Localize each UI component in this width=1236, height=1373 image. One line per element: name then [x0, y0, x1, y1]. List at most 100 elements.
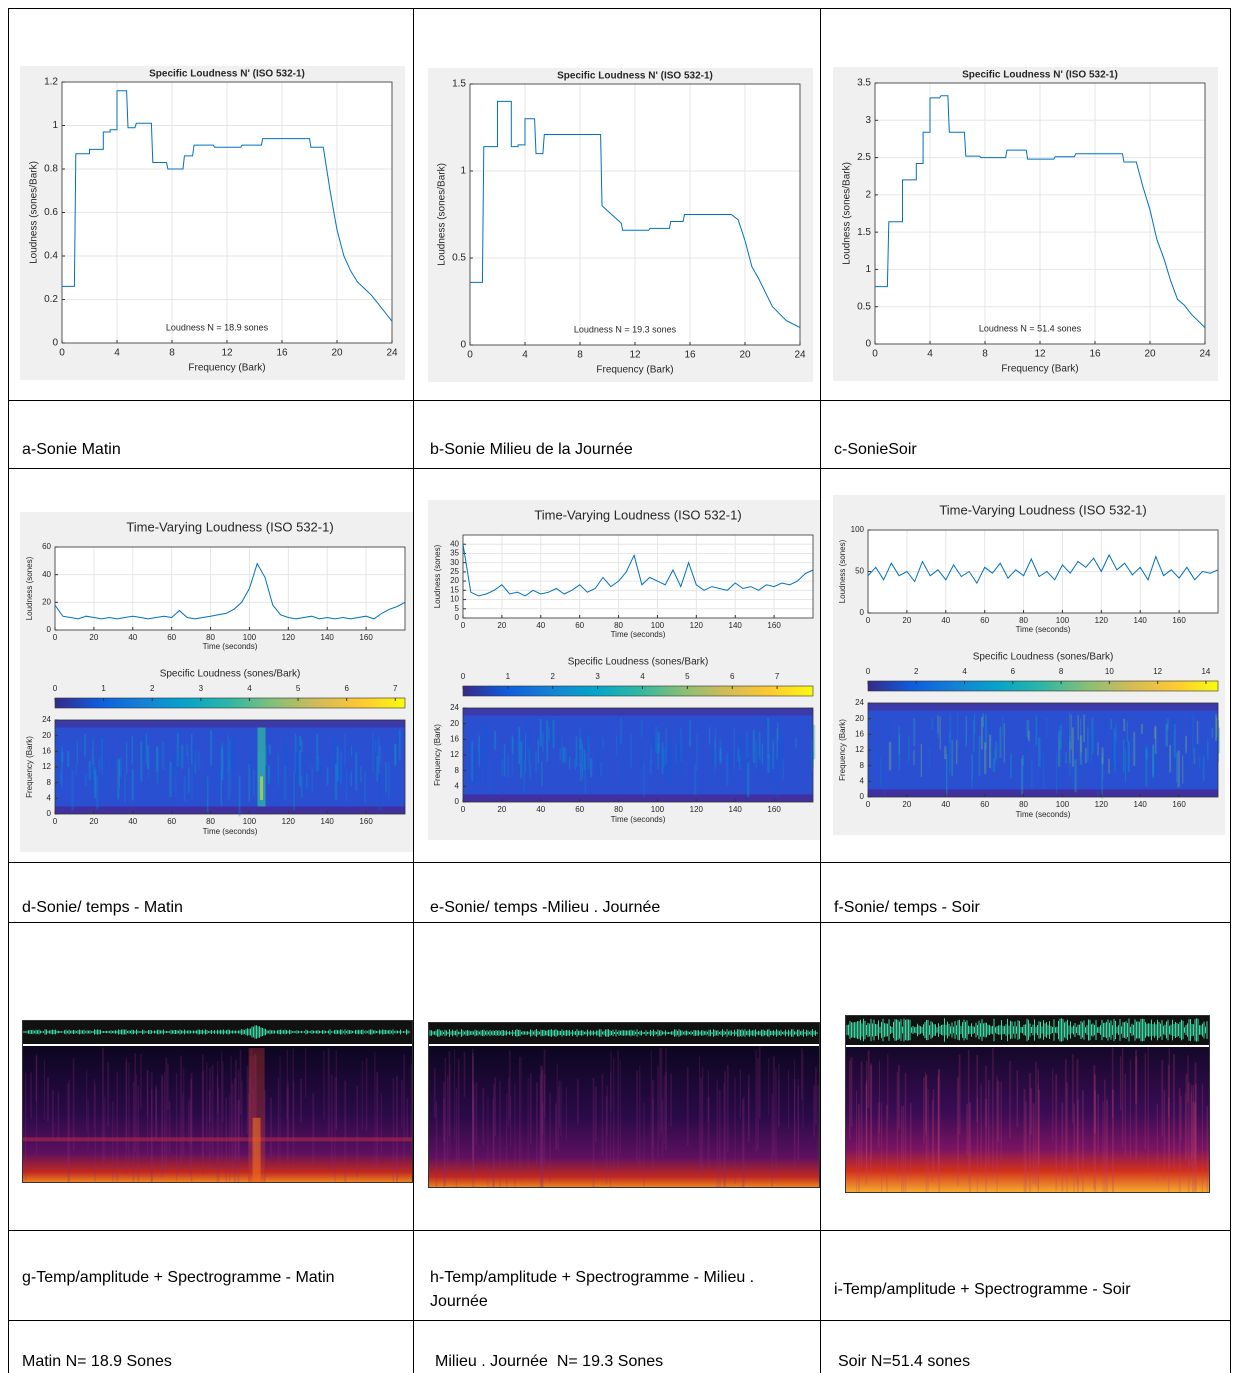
heatmap-streak	[752, 729, 756, 763]
x-tick-label: 40	[536, 621, 545, 630]
heatmap-streak	[181, 744, 184, 769]
heatmap-streak	[1201, 741, 1204, 772]
spectrogram-streak	[797, 1086, 799, 1160]
heatmap-streak	[555, 747, 557, 773]
spectrogram-streak	[1190, 1092, 1192, 1160]
heatmap-streak	[1217, 720, 1220, 763]
heatmap-streak	[640, 744, 642, 771]
spectrogram-streak	[1167, 1096, 1170, 1193]
spectrogram-streak	[650, 1051, 652, 1158]
heatmap-streak	[1132, 741, 1134, 758]
heatmap-streak	[779, 725, 782, 768]
spectrogram-streak	[248, 1076, 251, 1148]
spectrogram-streak	[255, 1054, 257, 1165]
spectrogram-streak	[334, 1076, 336, 1183]
y-tick-label: 50	[855, 567, 864, 576]
spectrogram-streak	[757, 1057, 759, 1150]
heatmap-streak	[118, 760, 121, 788]
heatmap-streak	[1094, 737, 1096, 766]
spectrogram-streak	[610, 1071, 612, 1188]
heatmap-streak	[1189, 714, 1193, 734]
y-tick-label: 1	[460, 166, 466, 177]
heatmap-streak	[619, 718, 623, 745]
heatmap-streak	[1198, 756, 1201, 769]
axes-box	[462, 707, 814, 803]
spectrogram-streak	[312, 1093, 315, 1167]
x-tick-label: 0	[872, 349, 878, 360]
heatmap-streak	[728, 752, 732, 777]
y-tick-label: 0	[860, 792, 865, 801]
x-tick-label: 60	[980, 616, 989, 625]
spectrogram-streak	[222, 1061, 224, 1122]
spectrogram-streak	[293, 1081, 295, 1174]
heatmap-streak	[664, 745, 667, 781]
x-tick-label: 20	[89, 817, 98, 826]
heatmap-streak	[534, 751, 537, 774]
axes-box	[867, 529, 1219, 614]
spectrogram-streak	[87, 1099, 89, 1150]
x-tick-label: 60	[575, 805, 584, 814]
heatmap-streak	[937, 715, 939, 734]
heatmap-streak	[583, 749, 586, 771]
y-tick-label: 2	[865, 189, 871, 200]
heatmap-streak	[999, 728, 1002, 751]
specific-loudness-figure: Specific Loudness N' (ISO 532-1) 0 4 8 12 16 2…	[20, 66, 405, 380]
spectrogram-streak	[472, 1100, 475, 1188]
spectrogram-streak	[867, 1050, 870, 1108]
heatmap-streak	[187, 753, 189, 766]
heatmap-streak	[71, 770, 74, 811]
x-tick-label: 140	[321, 817, 335, 826]
heatmap-streak	[350, 771, 353, 787]
heatmap-streak	[1003, 723, 1005, 763]
spectrogram-streak	[356, 1085, 359, 1178]
spectrogram-streak	[1135, 1049, 1138, 1104]
heatmap-streak	[946, 738, 948, 781]
spectrogram-streak	[1094, 1090, 1097, 1193]
y-axis-label: Loudness (sones/Bark)	[29, 161, 40, 264]
spectrogram-streak	[976, 1054, 978, 1123]
y-tick-label: 16	[450, 734, 459, 743]
spectrogram-streak	[924, 1071, 926, 1133]
spectrogram-streak	[1061, 1102, 1064, 1192]
y-tick-label: 12	[42, 762, 51, 771]
heatmap-streak	[675, 743, 677, 764]
y-axis-label: Loudness (sones)	[433, 544, 442, 608]
heatmap-streak	[220, 771, 223, 806]
x-tick-label: 16	[684, 350, 696, 361]
heatmap-streak	[662, 748, 666, 767]
spectrogram-streak	[594, 1086, 597, 1143]
x-tick-label: 20	[497, 621, 506, 630]
colorbar-tick-label: 5	[296, 684, 301, 693]
heatmap-streak	[478, 749, 481, 784]
heatmap-streak	[761, 744, 763, 764]
y-tick-label: 25	[450, 567, 459, 576]
heatmap-streak	[351, 744, 354, 762]
heatmap-streak	[652, 737, 655, 750]
spectrogram-streak	[660, 1048, 663, 1133]
spectrogram-streak	[188, 1100, 190, 1144]
heatmap-streak	[1166, 718, 1169, 730]
spectrogram-streak	[374, 1051, 376, 1168]
spectrogram-streak	[878, 1060, 881, 1133]
spectrogram-streak	[904, 1073, 907, 1193]
spectrogram-streak	[898, 1064, 900, 1129]
heatmap-streak	[90, 763, 93, 788]
spectrogram-streak	[410, 1064, 413, 1153]
spectrogram-streak	[237, 1100, 240, 1183]
spectrogram-streak	[848, 1060, 851, 1140]
spectrogram-streak	[686, 1067, 689, 1146]
spectrogram-streak	[987, 1080, 990, 1167]
colorbar-tick-label: 7	[775, 672, 780, 681]
spectrogram-streak	[985, 1098, 987, 1193]
spectrogram-streak	[865, 1080, 868, 1161]
heatmap-streak	[584, 754, 586, 794]
spectrogram-streak	[716, 1080, 719, 1188]
spectrogram-streak	[1112, 1089, 1114, 1193]
spectrogram-streak	[190, 1078, 193, 1145]
heatmap-streak	[758, 731, 761, 760]
heatmap-streak	[661, 742, 664, 775]
heatmap-streak	[183, 776, 186, 802]
y-tick-label: 15	[450, 585, 459, 594]
spectrogram-streak	[300, 1078, 303, 1123]
spectrogram-streak	[925, 1075, 927, 1136]
